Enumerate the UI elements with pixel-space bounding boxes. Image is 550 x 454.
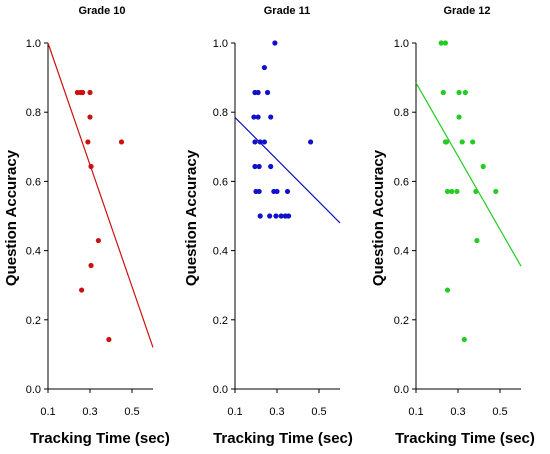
- data-point: [440, 89, 446, 96]
- data-point: [493, 188, 499, 195]
- data-point: [278, 213, 284, 219]
- y-tick-label: 0.4: [26, 246, 41, 258]
- x-tick-label: 0.5: [492, 406, 507, 418]
- y-tick-label: 0.4: [213, 246, 228, 258]
- data-point: [442, 40, 448, 46]
- x-tick-label: 0.1: [40, 406, 55, 418]
- data-point: [443, 139, 450, 145]
- data-point: [95, 237, 101, 244]
- x-tick-label: 0.1: [227, 406, 242, 418]
- data-point: [264, 89, 271, 96]
- data-point: [255, 114, 261, 120]
- data-point: [285, 213, 292, 219]
- data-point: [85, 139, 91, 145]
- data-point: [473, 188, 479, 195]
- y-axis-label: Question Accuracy: [3, 149, 20, 286]
- data-point: [256, 188, 262, 195]
- data-point: [268, 114, 274, 120]
- data-point: [106, 336, 112, 343]
- plot-area: 0.0 0.2 0.4 0.6 0.8 1.0 0.1 0.3 0.5: [26, 38, 154, 418]
- y-tick-label: 0.6: [394, 176, 409, 188]
- data-point: [256, 163, 262, 170]
- y-tick-label: 1.0: [213, 38, 228, 50]
- data-point: [456, 89, 462, 96]
- y-tick-label: 1.0: [26, 38, 41, 50]
- panel-title: Grade 11: [264, 5, 310, 17]
- data-point: [454, 188, 460, 195]
- y-tick-label: 0.0: [26, 384, 41, 396]
- y-tick-label: 0.8: [394, 107, 409, 119]
- data-point: [87, 89, 93, 96]
- x-tick-label: 0.3: [450, 406, 465, 418]
- data-point: [251, 114, 257, 120]
- y-tick-label: 0.8: [26, 107, 41, 119]
- x-axis-label: Tracking Time (sec): [213, 430, 353, 447]
- data-point: [474, 237, 480, 244]
- y-tick-label: 0.6: [213, 176, 228, 188]
- data-point: [480, 163, 486, 170]
- trend-line: [234, 116, 341, 224]
- y-tick-label: 0.2: [394, 315, 409, 327]
- y-axis-label: Question Accuracy: [183, 149, 200, 286]
- data-point: [444, 287, 451, 293]
- y-tick-label: 0.8: [213, 107, 228, 119]
- panel-grade-12: Grade 12 0.0 0.2 0.4 0.6 0.8 1.0 0.1 0.3 0.5 Que…: [370, 5, 535, 447]
- data-point: [267, 213, 273, 219]
- y-axis-label: Question Accuracy: [370, 149, 387, 286]
- panel-title: Grade 12: [443, 5, 490, 17]
- trend-line: [415, 82, 522, 267]
- panel-grade-10: Grade 10 0.0 0.2 0.4 0.6 0.8 1.0 0.1 0.3 0.5 Que…: [3, 5, 170, 447]
- y-tick-label: 0.4: [394, 246, 409, 258]
- data-point: [273, 213, 279, 219]
- data-point: [87, 114, 93, 120]
- data-point: [80, 89, 86, 96]
- x-tick-label: 0.5: [311, 406, 326, 418]
- panel-grade-11: Grade 11 0.0 0.2 0.4 0.6 0.8 1.0 0.1 0.3 0.5 Que…: [183, 5, 353, 447]
- trend-line: [47, 42, 154, 348]
- x-tick-label: 0.3: [269, 406, 284, 418]
- data-point: [268, 163, 274, 170]
- panel-title: Grade 10: [78, 5, 125, 17]
- y-tick-label: 0.0: [213, 384, 228, 396]
- data-point: [255, 89, 261, 96]
- data-point: [257, 139, 263, 145]
- data-point: [88, 163, 94, 170]
- x-axis-label: Tracking Time (sec): [395, 430, 535, 447]
- data-point: [459, 139, 465, 145]
- data-point: [252, 139, 258, 145]
- data-point: [449, 188, 455, 195]
- plot-area: 0.0 0.2 0.4 0.6 0.8 1.0 0.1 0.3 0.5: [213, 38, 341, 418]
- data-point: [308, 139, 314, 145]
- data-point: [470, 139, 476, 145]
- data-point: [461, 336, 467, 343]
- y-tick-label: 0.0: [394, 384, 409, 396]
- data-point: [261, 64, 267, 71]
- data-point: [274, 188, 280, 195]
- data-point: [257, 213, 263, 219]
- x-tick-label: 0.3: [82, 406, 97, 418]
- x-axis-label: Tracking Time (sec): [30, 430, 170, 447]
- x-tick-label: 0.5: [124, 406, 139, 418]
- y-tick-label: 1.0: [394, 38, 409, 50]
- data-point: [284, 188, 291, 195]
- data-point: [118, 139, 125, 145]
- y-tick-label: 0.6: [26, 176, 41, 188]
- data-point: [444, 188, 451, 195]
- data-point: [438, 40, 444, 46]
- data-point: [79, 287, 85, 293]
- y-tick-label: 0.2: [213, 315, 228, 327]
- data-point: [261, 139, 267, 145]
- x-tick-label: 0.1: [408, 406, 423, 418]
- data-point: [252, 163, 258, 170]
- plot-area: 0.0 0.2 0.4 0.6 0.8 1.0 0.1 0.3 0.5: [394, 38, 522, 418]
- y-tick-label: 0.2: [26, 315, 41, 327]
- data-point: [272, 40, 278, 46]
- data-point: [462, 89, 468, 96]
- data-point: [456, 114, 462, 120]
- data-point: [88, 262, 94, 269]
